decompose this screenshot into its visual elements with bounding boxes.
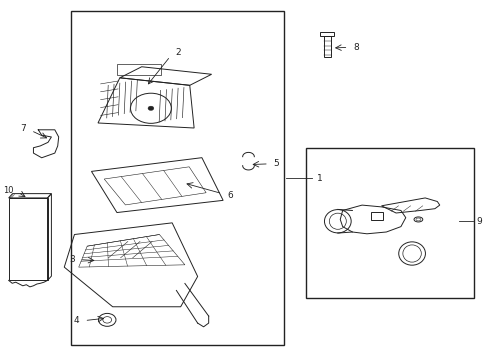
Text: 1: 1 [317, 174, 323, 183]
Bar [71, 12, 284, 345]
Text: 2: 2 [175, 48, 181, 57]
Bar [370, 212, 382, 220]
Bar [320, 32, 333, 36]
Bar [117, 64, 160, 75]
Text: 3: 3 [69, 255, 75, 264]
Text: 5: 5 [273, 159, 279, 168]
Text: 6: 6 [226, 190, 232, 199]
Text: 4: 4 [74, 316, 80, 325]
Bar [305, 148, 473, 298]
Text: 9: 9 [475, 217, 481, 226]
Text: 8: 8 [353, 43, 358, 52]
Text: 7: 7 [20, 123, 26, 132]
Bar [323, 36, 330, 57]
Text: 10: 10 [3, 185, 14, 194]
Circle shape [148, 106, 154, 111]
Bar [9, 198, 47, 280]
